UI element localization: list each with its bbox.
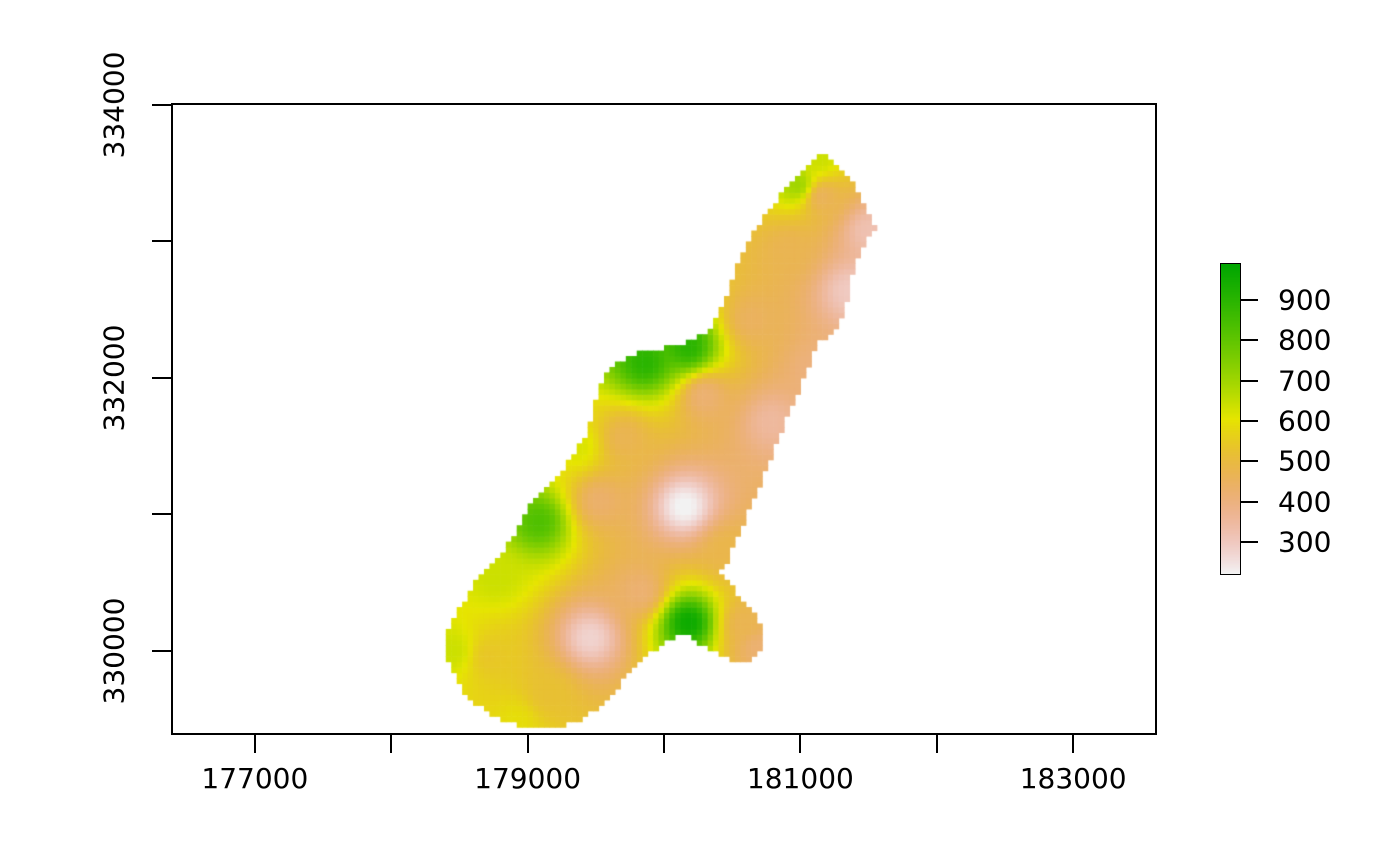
x-tick-mark — [390, 734, 393, 753]
legend-tick-label: 300 — [1278, 525, 1332, 559]
legend-tick-mark — [1241, 339, 1258, 342]
legend-tick-mark — [1241, 500, 1258, 503]
legend-tick-label: 400 — [1278, 485, 1332, 519]
x-tick-label: 177000 — [201, 762, 309, 795]
y-tick-mark — [152, 513, 171, 516]
legend-tick-label: 500 — [1278, 444, 1332, 478]
legend-tick-mark — [1241, 379, 1258, 382]
x-tick-mark — [663, 734, 665, 753]
x-tick-mark — [935, 734, 938, 753]
legend-tick-label: 700 — [1278, 364, 1332, 398]
legend-tick-label: 900 — [1278, 283, 1332, 317]
x-tick-label: 179000 — [474, 762, 582, 795]
x-tick-label: 181000 — [746, 762, 854, 795]
legend-tick-mark — [1241, 299, 1258, 302]
legend-tick-label: 600 — [1278, 404, 1332, 438]
x-tick-mark — [526, 734, 529, 753]
legend-tick-mark — [1241, 540, 1258, 543]
x-tick-label: 183000 — [1019, 762, 1127, 795]
y-tick-label: 332000 — [97, 324, 131, 432]
y-tick-label: 334000 — [97, 51, 131, 159]
plot-border — [171, 103, 1157, 735]
legend-tick-mark — [1241, 420, 1258, 422]
x-tick-mark — [1072, 734, 1075, 753]
y-tick-mark — [152, 649, 171, 652]
legend-tick-label: 800 — [1278, 323, 1332, 357]
legend-gradient-canvas — [1221, 264, 1240, 574]
y-tick-mark — [152, 240, 171, 243]
x-tick-mark — [799, 734, 802, 753]
legend-colorbar-frame — [1220, 263, 1241, 575]
legend-tick-mark — [1241, 460, 1258, 463]
x-tick-mark — [253, 734, 256, 753]
y-tick-mark — [152, 104, 171, 106]
y-tick-mark — [152, 376, 171, 379]
y-tick-label: 330000 — [97, 597, 131, 705]
